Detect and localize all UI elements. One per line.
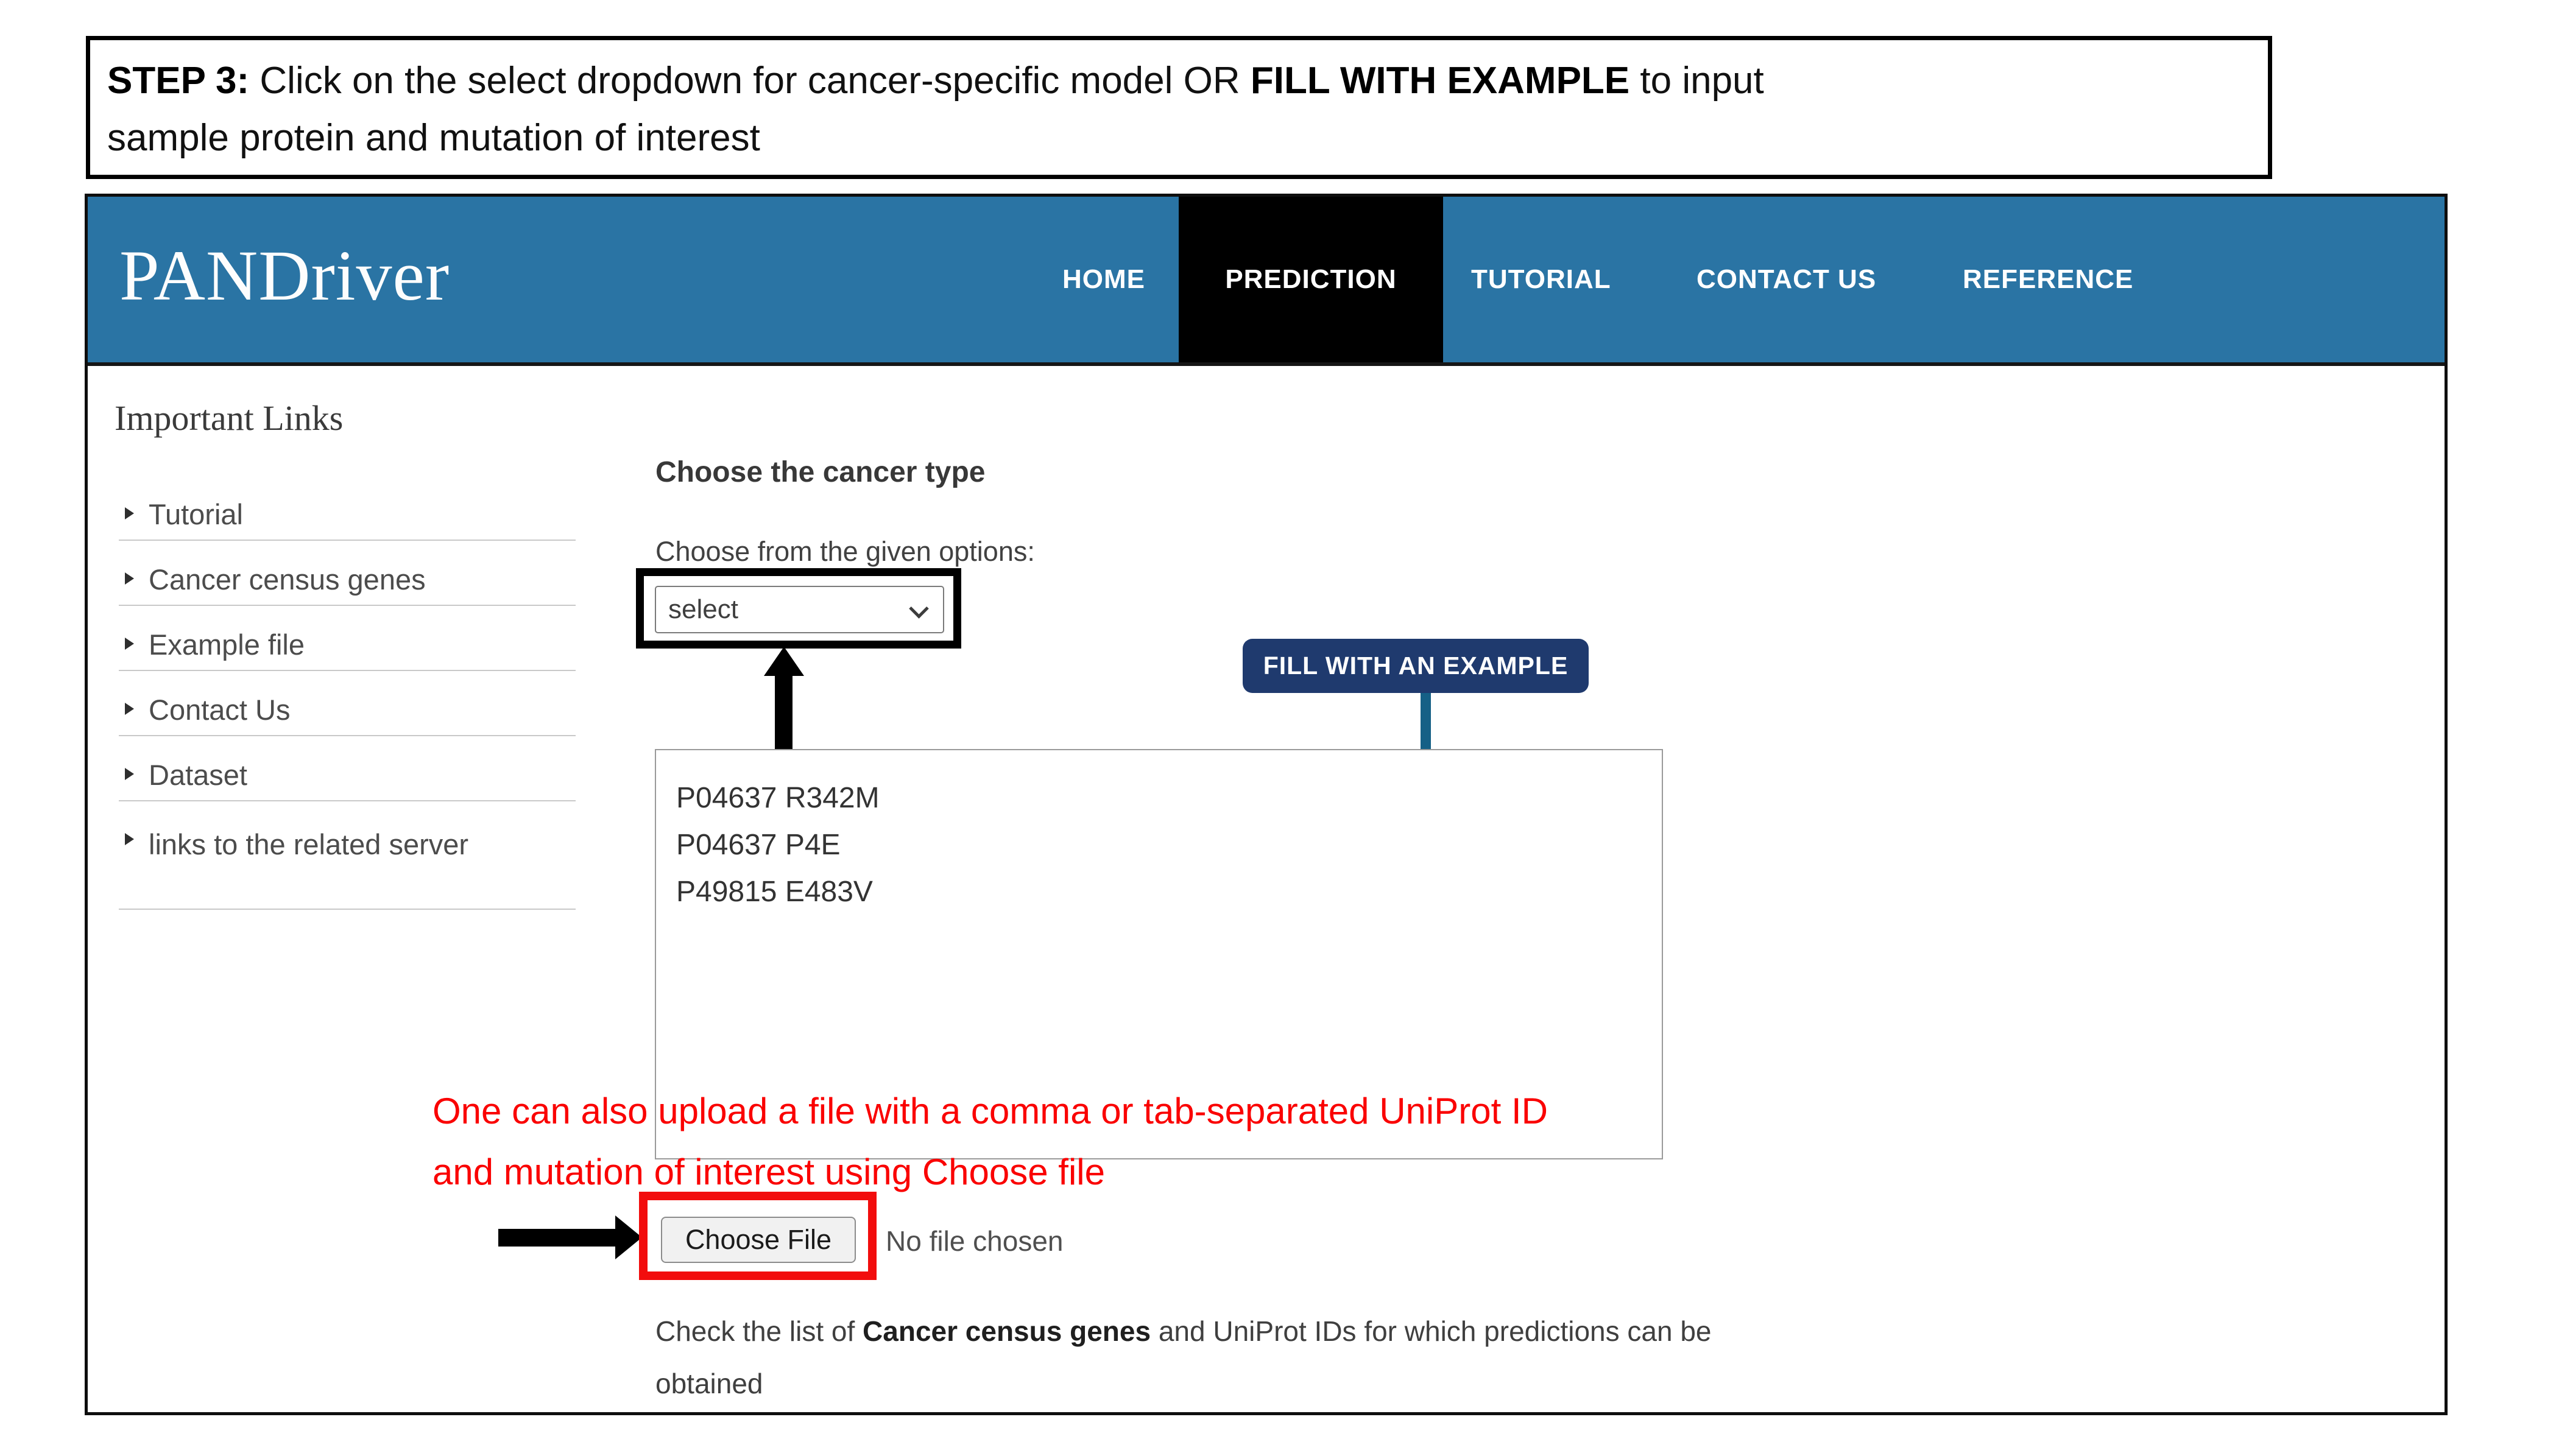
website-frame: PANDriver HOME PREDICTION TUTORIAL CONTA… [85, 194, 2448, 1415]
annotation-red-note: One can also upload a file with a comma … [432, 1091, 1548, 1192]
nav-item-prediction-active[interactable]: PREDICTION [1179, 197, 1443, 362]
choose-file-button[interactable]: Choose File [661, 1217, 856, 1263]
annotation-up-arrow-icon [764, 647, 804, 676]
page-title: Choose the cancer type [655, 456, 986, 488]
bullet-triangle-icon [125, 572, 134, 585]
sidebar-item-tutorial[interactable]: Tutorial [119, 498, 576, 531]
step-banner-line1: STEP 3: Click on the select dropdown for… [107, 60, 1764, 102]
sidebar-divider [119, 670, 576, 671]
bullet-triangle-icon [125, 507, 134, 519]
sidebar-item-dataset[interactable]: Dataset [119, 758, 576, 792]
bullet-triangle-icon [125, 833, 134, 845]
sidebar-divider [119, 735, 576, 736]
fill-with-example-button[interactable]: FILL WITH AN EXAMPLE [1243, 639, 1589, 693]
sidebar-divider [119, 909, 576, 910]
annotation-right-arrow-icon [615, 1215, 642, 1259]
site-logo[interactable]: PANDriver [119, 236, 450, 315]
step-instruction-banner: STEP 3: Click on the select dropdown for… [86, 36, 2272, 179]
file-chosen-status: No file chosen [886, 1225, 1064, 1257]
sidebar-divider [119, 540, 576, 541]
select-label: Choose from the given options: [655, 536, 1035, 567]
mutation-input-textarea[interactable]: P04637 R342M P04637 P4E P49815 E483V [655, 749, 1663, 1159]
textarea-line: P49815 E483V [676, 876, 873, 908]
annotation-right-arrow-shaft [498, 1229, 616, 1247]
sidebar-item-example-file[interactable]: Example file [119, 628, 576, 661]
footer-note-line1: Check the list of Cancer census genes an… [655, 1315, 1712, 1347]
nav-item-contact-us[interactable]: CONTACT US [1696, 264, 1877, 294]
footer-note-line2: obtained [655, 1368, 763, 1399]
cancer-census-genes-link[interactable]: Cancer census genes [863, 1315, 1151, 1347]
site-header: PANDriver HOME PREDICTION TUTORIAL CONTA… [88, 197, 2445, 366]
footer-note: Check the list of Cancer census genes an… [655, 1305, 1712, 1410]
annotation-red-highlight-box [639, 1192, 877, 1280]
nav-item-home[interactable]: HOME [1062, 264, 1145, 294]
chevron-down-icon [909, 599, 929, 619]
sidebar-divider [119, 605, 576, 606]
select-value: select [668, 594, 738, 624]
annotation-black-highlight-box [636, 568, 961, 649]
bullet-triangle-icon [125, 638, 134, 650]
textarea-line: P04637 P4E [676, 829, 841, 861]
cancer-type-select[interactable]: select [655, 586, 944, 633]
step-banner-line2: sample protein and mutation of interest [107, 117, 760, 159]
nav-item-tutorial[interactable]: TUTORIAL [1471, 264, 1611, 294]
step-number: STEP 3: [107, 60, 250, 102]
bullet-triangle-icon [125, 703, 134, 715]
textarea-line: P04637 R342M [676, 782, 880, 814]
sidebar-title: Important Links [115, 398, 344, 438]
sidebar-item-contact-us[interactable]: Contact Us [119, 693, 576, 726]
nav-item-reference[interactable]: REFERENCE [1963, 264, 2134, 294]
sidebar-item-links-related-server[interactable]: links to the related server [119, 823, 545, 866]
bullet-triangle-icon [125, 768, 134, 780]
sidebar-divider [119, 800, 576, 801]
sidebar-item-cancer-census-genes[interactable]: Cancer census genes [119, 563, 576, 596]
